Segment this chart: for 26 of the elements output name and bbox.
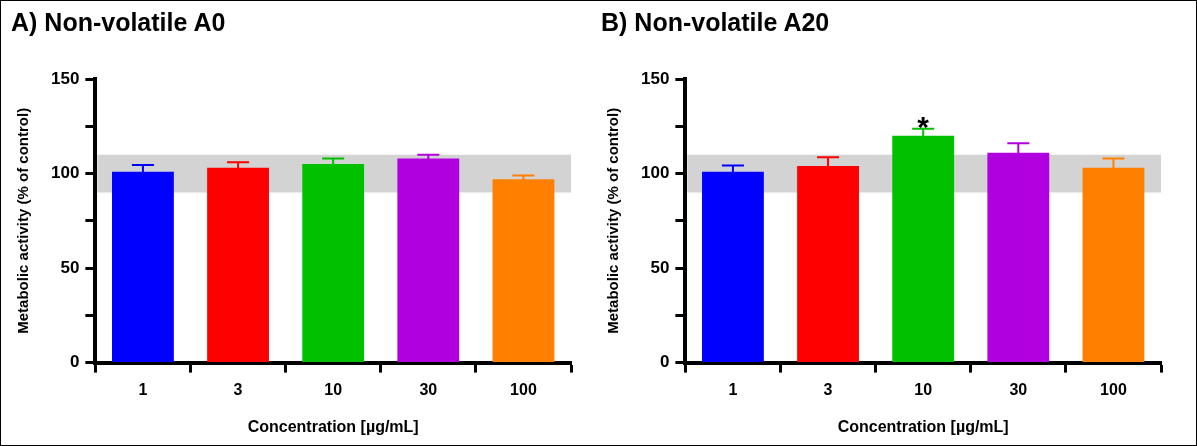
- y-axis-title: Metabolic activity (% of control): [604, 107, 622, 334]
- x-tick-label: 30: [1009, 380, 1028, 398]
- x-tick-label: 100: [1100, 380, 1127, 398]
- y-tick-label: 50: [60, 257, 80, 277]
- x-axis-title: Concentration [µg/mL]: [247, 417, 419, 435]
- y-axis-title: Metabolic activity (% of control): [14, 107, 32, 334]
- annotation: *: [917, 110, 930, 143]
- bar: [397, 158, 460, 363]
- x-tick-label: 10: [324, 380, 343, 398]
- x-tick-label: 10: [914, 380, 933, 398]
- y-tick-label: 0: [69, 352, 80, 372]
- chart-title: A) Non-volatile A0: [11, 7, 226, 36]
- y-tick-label: 150: [640, 68, 670, 88]
- y-tick-label: 150: [50, 68, 80, 88]
- x-tick-label: 100: [510, 380, 537, 398]
- chart-title: B) Non-volatile A20: [601, 7, 830, 36]
- x-tick-label: 3: [233, 380, 243, 398]
- y-tick-label: 100: [640, 163, 670, 183]
- y-tick-label: 100: [50, 163, 80, 183]
- x-tick-label: 1: [728, 380, 738, 398]
- y-tick-label: 50: [650, 257, 670, 277]
- x-tick-label: 1: [138, 380, 148, 398]
- x-tick-label: 30: [419, 380, 438, 398]
- x-tick-label: 3: [823, 380, 833, 398]
- y-tick-label: 0: [659, 352, 670, 372]
- x-axis-title: Concentration [µg/mL]: [837, 417, 1009, 435]
